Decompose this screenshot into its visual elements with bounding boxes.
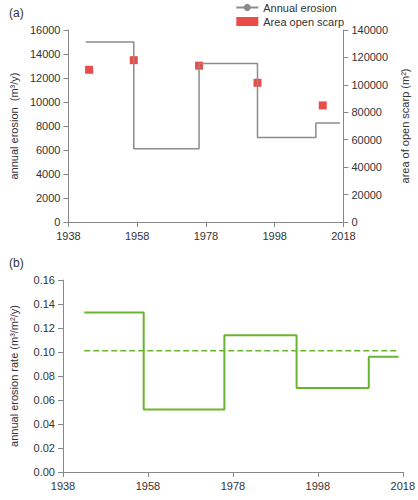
svg-text:12000: 12000	[30, 72, 61, 84]
svg-text:2000: 2000	[36, 192, 60, 204]
svg-text:0: 0	[351, 216, 357, 228]
svg-text:16000: 16000	[30, 24, 61, 36]
svg-text:0.10: 0.10	[34, 346, 55, 358]
svg-text:(b): (b)	[9, 256, 24, 270]
svg-text:Area open scarp: Area open scarp	[263, 16, 344, 28]
svg-text:annual erosion (m³/y): annual erosion (m³/y)	[8, 73, 20, 180]
svg-text:1978: 1978	[194, 230, 218, 242]
svg-text:1978: 1978	[221, 480, 245, 492]
svg-text:1998: 1998	[262, 230, 286, 242]
svg-text:100000: 100000	[351, 79, 388, 91]
svg-text:2018: 2018	[331, 230, 355, 242]
svg-text:1938: 1938	[51, 480, 75, 492]
svg-text:Annual erosion: Annual erosion	[263, 2, 336, 14]
svg-text:0.14: 0.14	[34, 298, 55, 310]
svg-text:1958: 1958	[125, 230, 149, 242]
svg-text:4000: 4000	[36, 168, 60, 180]
svg-text:0.04: 0.04	[34, 418, 55, 430]
svg-text:0.12: 0.12	[34, 322, 55, 334]
svg-text:0.08: 0.08	[34, 370, 55, 382]
svg-text:60000: 60000	[351, 134, 382, 146]
svg-text:8000: 8000	[36, 120, 60, 132]
svg-text:140000: 140000	[351, 24, 388, 36]
svg-text:2018: 2018	[391, 480, 415, 492]
svg-text:6000: 6000	[36, 144, 60, 156]
svg-text:0: 0	[54, 216, 60, 228]
svg-text:0.06: 0.06	[34, 394, 55, 406]
svg-text:0.02: 0.02	[34, 442, 55, 454]
svg-text:40000: 40000	[351, 161, 382, 173]
svg-text:annual erosion rate (m³/m²/y): annual erosion rate (m³/m²/y)	[8, 305, 20, 447]
svg-text:(a): (a)	[9, 6, 24, 20]
svg-text:80000: 80000	[351, 106, 382, 118]
svg-text:20000: 20000	[351, 189, 382, 201]
svg-text:0.00: 0.00	[34, 466, 55, 478]
svg-text:120000: 120000	[351, 51, 388, 63]
svg-text:14000: 14000	[30, 48, 61, 60]
svg-text:area of open scarp (m²): area of open scarp (m²)	[399, 69, 411, 184]
svg-text:1958: 1958	[136, 480, 160, 492]
svg-text:0.16: 0.16	[34, 274, 55, 286]
svg-text:1998: 1998	[306, 480, 330, 492]
svg-text:10000: 10000	[30, 96, 61, 108]
svg-text:1938: 1938	[56, 230, 80, 242]
